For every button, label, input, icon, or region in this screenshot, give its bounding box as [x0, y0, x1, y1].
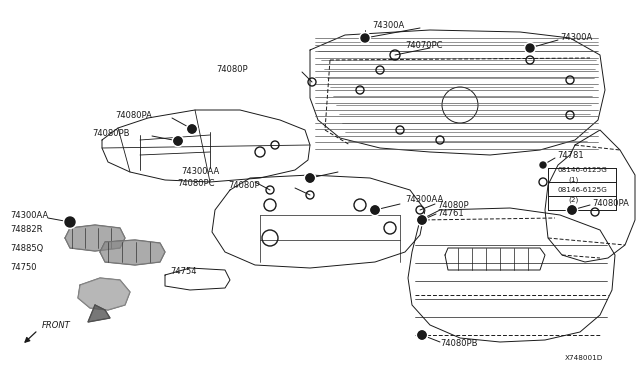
Circle shape: [306, 174, 314, 182]
Text: 74300AA: 74300AA: [182, 167, 220, 176]
Circle shape: [566, 205, 577, 215]
Circle shape: [418, 331, 426, 339]
Text: 74080P: 74080P: [437, 201, 468, 209]
Circle shape: [173, 135, 184, 147]
Circle shape: [568, 206, 576, 214]
Text: 74300A: 74300A: [372, 22, 404, 31]
Circle shape: [371, 206, 379, 214]
Text: 74080P: 74080P: [216, 65, 248, 74]
Text: 74070PC: 74070PC: [405, 42, 442, 51]
Circle shape: [417, 215, 428, 225]
Circle shape: [65, 217, 76, 228]
Circle shape: [174, 137, 182, 145]
Text: 74080PB: 74080PB: [440, 339, 477, 347]
Circle shape: [173, 135, 184, 147]
Text: 08146-6125G: 08146-6125G: [557, 167, 607, 173]
Text: FRONT: FRONT: [42, 321, 71, 330]
Circle shape: [538, 160, 547, 170]
Text: X748001D: X748001D: [565, 355, 604, 361]
Text: 74080P: 74080P: [228, 182, 260, 190]
Text: 74882R: 74882R: [10, 225, 42, 234]
Text: 08146-6125G: 08146-6125G: [557, 187, 607, 193]
Circle shape: [540, 162, 546, 168]
Circle shape: [305, 173, 316, 183]
Circle shape: [369, 205, 381, 215]
Text: 74781: 74781: [557, 151, 584, 160]
Text: 74080PB: 74080PB: [93, 128, 130, 138]
Text: 74080PA: 74080PA: [592, 199, 629, 208]
Circle shape: [66, 218, 74, 226]
Circle shape: [418, 216, 426, 224]
Circle shape: [174, 137, 182, 145]
Text: 74080PC: 74080PC: [177, 180, 215, 189]
Text: 74300AA: 74300AA: [405, 196, 444, 205]
Circle shape: [417, 330, 428, 340]
Polygon shape: [88, 305, 110, 322]
Circle shape: [417, 330, 428, 340]
Text: 74300AA: 74300AA: [10, 212, 48, 221]
Circle shape: [418, 216, 426, 224]
Circle shape: [369, 205, 381, 215]
Circle shape: [186, 124, 198, 135]
Circle shape: [525, 42, 536, 54]
Text: (2): (2): [568, 197, 579, 203]
Circle shape: [418, 331, 426, 339]
Circle shape: [65, 217, 75, 227]
Circle shape: [361, 34, 369, 42]
Circle shape: [566, 205, 577, 215]
Text: 74754: 74754: [170, 267, 196, 276]
Circle shape: [188, 125, 196, 133]
Circle shape: [186, 124, 198, 135]
Circle shape: [526, 44, 534, 52]
Circle shape: [306, 174, 314, 182]
Circle shape: [188, 125, 196, 133]
Text: 74750: 74750: [10, 263, 36, 273]
Circle shape: [305, 173, 316, 183]
Circle shape: [417, 215, 428, 225]
Text: 74080PA: 74080PA: [115, 110, 152, 119]
Circle shape: [63, 215, 77, 228]
Text: 74885Q: 74885Q: [10, 244, 44, 253]
Text: (1): (1): [568, 177, 579, 183]
Text: 74300A: 74300A: [560, 33, 592, 42]
Circle shape: [568, 206, 576, 214]
Polygon shape: [78, 278, 130, 310]
Circle shape: [371, 206, 379, 214]
Text: 74761: 74761: [437, 208, 463, 218]
Polygon shape: [65, 225, 125, 251]
Polygon shape: [100, 240, 165, 265]
Circle shape: [360, 32, 371, 44]
